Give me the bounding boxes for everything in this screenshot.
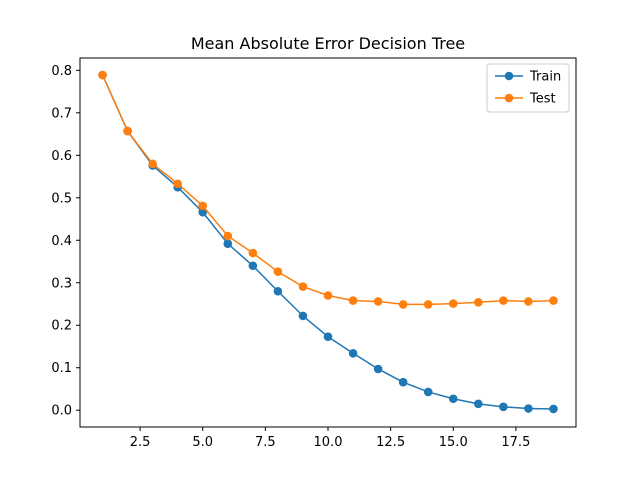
data-point-test xyxy=(499,296,508,305)
y-tick-label: 0.0 xyxy=(51,404,72,419)
data-point-test xyxy=(273,267,283,277)
data-point-test xyxy=(448,299,458,308)
data-point-test xyxy=(148,159,157,169)
data-point-train xyxy=(298,311,308,321)
chart-title: Mean Absolute Error Decision Tree xyxy=(191,34,465,53)
data-point-train xyxy=(323,332,333,342)
data-point-train xyxy=(198,207,208,217)
legend: Train Test xyxy=(486,63,570,113)
y-tick-label: 0.3 xyxy=(51,276,72,291)
data-point-test xyxy=(524,297,533,306)
data-point-test xyxy=(323,291,333,300)
data-point-test xyxy=(373,297,383,306)
x-tick-label: 10.0 xyxy=(314,435,343,450)
legend-label-test: Test xyxy=(529,92,556,107)
legend-swatch-marker-test xyxy=(504,93,514,103)
series-test xyxy=(98,70,558,309)
y-tick-label: 0.7 xyxy=(51,106,72,121)
legend-swatch-marker-train xyxy=(504,71,514,81)
data-point-train xyxy=(499,402,508,412)
y-tick-label: 0.5 xyxy=(51,191,72,206)
y-tick-label: 0.2 xyxy=(51,319,72,334)
data-point-train xyxy=(273,286,283,296)
data-point-train xyxy=(448,394,458,404)
data-point-train xyxy=(248,261,258,271)
series-layer xyxy=(98,70,558,414)
y-tick-label: 0.6 xyxy=(51,149,72,164)
data-point-train xyxy=(373,364,383,374)
data-point-train xyxy=(524,404,533,413)
data-point-test xyxy=(123,126,132,136)
data-point-test xyxy=(223,231,233,241)
data-point-train xyxy=(348,348,358,358)
legend-label-train: Train xyxy=(529,70,561,85)
y-tick-label: 0.1 xyxy=(51,361,72,376)
data-point-test xyxy=(173,179,182,189)
data-point-test xyxy=(398,300,408,309)
data-point-test xyxy=(98,70,107,80)
data-point-train xyxy=(223,239,233,248)
data-point-train xyxy=(549,404,558,414)
x-tick-label: 15.0 xyxy=(439,435,468,450)
data-point-test xyxy=(298,282,308,291)
data-point-train xyxy=(398,377,408,387)
data-point-train xyxy=(474,399,483,409)
data-point-test xyxy=(248,248,258,258)
x-tick-label: 12.5 xyxy=(376,435,405,450)
data-point-test xyxy=(549,296,558,305)
data-point-test xyxy=(198,201,208,211)
y-tick-label: 0.8 xyxy=(51,64,72,79)
x-tick-label: 2.5 xyxy=(130,435,151,450)
x-tick-label: 7.5 xyxy=(255,435,276,450)
y-tick-label: 0.4 xyxy=(51,234,72,249)
x-tick-label: 17.5 xyxy=(501,435,530,450)
axes: 2.5 5.0 7.5 10.0 12.5 15.0 17.5 0.0 0.1 0.2 0.3 0.4… xyxy=(51,57,577,450)
x-tick-label: 5.0 xyxy=(192,435,213,450)
data-point-test xyxy=(423,300,433,309)
data-point-test xyxy=(348,296,358,305)
data-point-test xyxy=(474,298,483,307)
data-point-train xyxy=(423,387,433,397)
